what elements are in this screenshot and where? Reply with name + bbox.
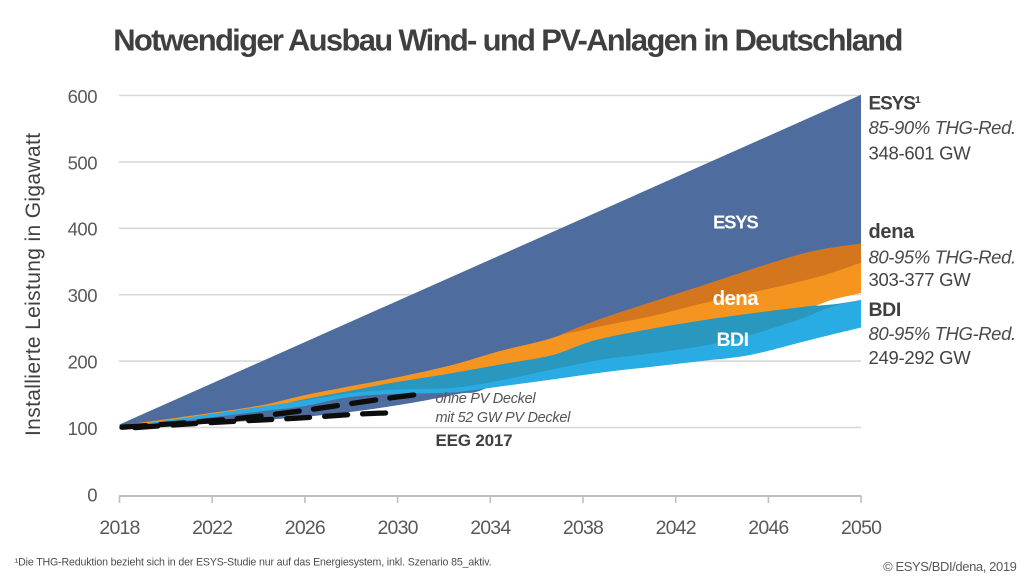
svg-text:300: 300	[68, 285, 98, 306]
svg-text:ESYS: ESYS	[713, 212, 758, 233]
svg-text:Installierte Leistung in Gigaw: Installierte Leistung in Gigawatt	[22, 133, 45, 436]
svg-text:ESYS¹: ESYS¹	[869, 94, 921, 115]
svg-text:303-377 GW: 303-377 GW	[869, 269, 972, 290]
svg-text:2046: 2046	[748, 517, 788, 539]
svg-text:249-292 GW: 249-292 GW	[869, 347, 972, 368]
svg-text:© ESYS/BDI/dena, 2019: © ESYS/BDI/dena, 2019	[883, 559, 1017, 574]
svg-text:mit 52 GW PV Deckel: mit 52 GW PV Deckel	[436, 410, 572, 426]
svg-text:2050: 2050	[841, 517, 882, 539]
svg-text:¹Die THG-Reduktion bezieht sic: ¹Die THG-Reduktion bezieht sich in der E…	[15, 557, 492, 569]
svg-text:85-90% THG-Red.: 85-90% THG-Red.	[869, 117, 1016, 138]
svg-text:2042: 2042	[656, 517, 696, 539]
svg-text:2022: 2022	[192, 517, 232, 539]
svg-text:2026: 2026	[285, 517, 325, 539]
svg-text:2018: 2018	[99, 517, 139, 539]
svg-text:dena: dena	[869, 221, 916, 243]
svg-text:500: 500	[68, 152, 98, 173]
svg-text:100: 100	[68, 418, 98, 439]
svg-text:200: 200	[68, 352, 98, 373]
svg-text:2038: 2038	[563, 517, 603, 539]
svg-text:Notwendiger Ausbau Wind- und P: Notwendiger Ausbau Wind- und PV-Anlagen …	[113, 22, 902, 57]
svg-text:dena: dena	[713, 287, 760, 310]
svg-text:80-95% THG-Red.: 80-95% THG-Red.	[869, 247, 1016, 268]
svg-text:400: 400	[68, 219, 98, 240]
svg-text:BDI: BDI	[869, 299, 901, 321]
svg-text:2030: 2030	[378, 517, 419, 539]
svg-text:0: 0	[87, 484, 97, 505]
svg-text:BDI: BDI	[716, 329, 748, 351]
svg-text:348-601 GW: 348-601 GW	[869, 142, 972, 163]
svg-text:80-95% THG-Red.: 80-95% THG-Red.	[869, 323, 1016, 344]
svg-text:EEG 2017: EEG 2017	[436, 431, 513, 450]
svg-text:ohne PV Deckel: ohne PV Deckel	[436, 391, 537, 407]
svg-text:2034: 2034	[470, 517, 511, 539]
svg-text:600: 600	[68, 86, 98, 107]
